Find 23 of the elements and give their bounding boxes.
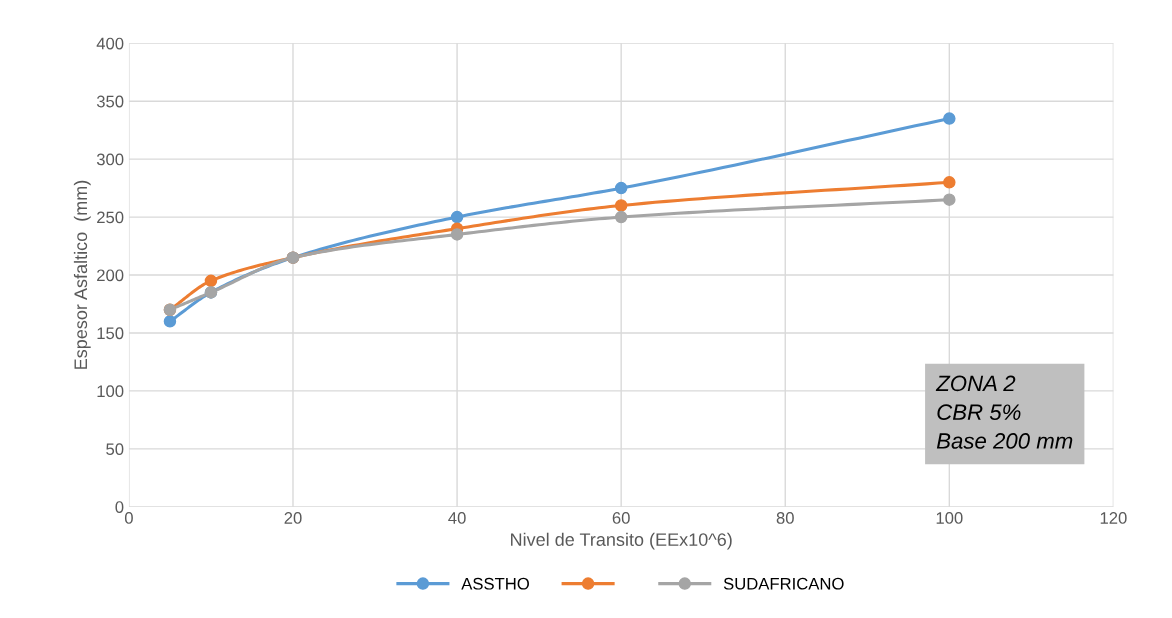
y-tick-label: 50 <box>106 443 124 456</box>
y-tick-label: 100 <box>97 385 124 398</box>
x-tick-label: 100 <box>936 512 963 524</box>
annotation: ZONA 2 <box>935 375 1016 392</box>
y-tick-label: 0 <box>115 501 124 513</box>
annotation: CBR 5% <box>937 404 1021 421</box>
x-tick-label: 0 <box>124 512 133 524</box>
x-tick-label: 80 <box>776 512 794 524</box>
y-tick-label: 300 <box>96 153 124 166</box>
x-tick-label: 40 <box>448 512 466 524</box>
annotation: Base 200 mm <box>936 433 1073 449</box>
y-tick-label: 150 <box>97 327 124 340</box>
y-tick-label: 400 <box>96 37 124 50</box>
y-tick-label: 200 <box>97 269 124 282</box>
legend-label: SUDAFRICANO <box>723 577 844 590</box>
x-tick-label: 60 <box>612 512 630 524</box>
x-tick-label: 120 <box>1100 512 1127 524</box>
x-axis-title: Nivel de Transito (EEx10^6) <box>511 532 732 550</box>
y-axis-title: Espesor Asfaltico (mm) <box>73 180 91 369</box>
legend-label: ASSTHO <box>461 577 529 590</box>
x-tick-label: 20 <box>284 512 302 524</box>
y-tick-label: 250 <box>97 211 124 224</box>
y-tick-label: 350 <box>96 95 124 108</box>
